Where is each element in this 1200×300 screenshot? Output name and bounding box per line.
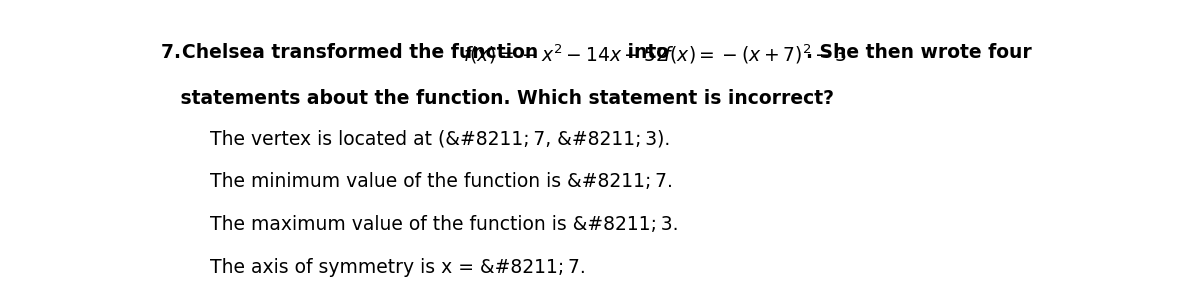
Text: 7.: 7. — [161, 43, 187, 62]
Text: Chelsea transformed the function: Chelsea transformed the function — [181, 43, 545, 62]
Text: statements about the function. Which statement is incorrect?: statements about the function. Which sta… — [161, 89, 834, 108]
Text: $f(x) = -(x+7)^{2} - 3$: $f(x) = -(x+7)^{2} - 3$ — [664, 43, 847, 66]
Text: The vertex is located at (&#8211; 7, &#8211; 3).: The vertex is located at (&#8211; 7, &#8… — [210, 130, 671, 148]
Text: $f(x) = -x^{2} - 14x - 52$: $f(x) = -x^{2} - 14x - 52$ — [463, 43, 667, 66]
Text: into: into — [622, 43, 676, 62]
Text: The minimum value of the function is &#8211; 7.: The minimum value of the function is &#8… — [210, 172, 673, 191]
Text: The axis of symmetry is x = &#8211; 7.: The axis of symmetry is x = &#8211; 7. — [210, 258, 587, 277]
Text: . She then wrote four: . She then wrote four — [805, 43, 1031, 62]
Text: The maximum value of the function is &#8211; 3.: The maximum value of the function is &#8… — [210, 215, 679, 234]
